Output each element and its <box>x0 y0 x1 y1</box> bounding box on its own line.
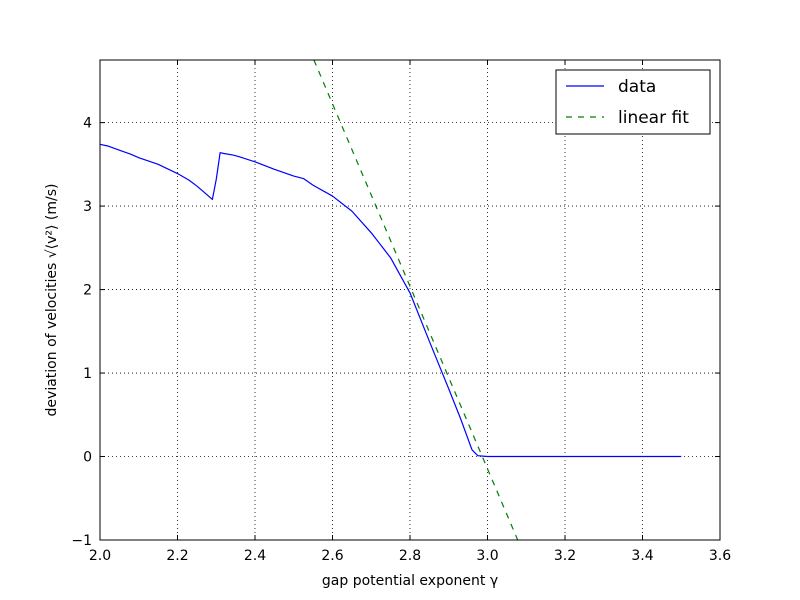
y-tick-label: 3 <box>83 199 92 215</box>
x-tick-label: 3.2 <box>554 548 576 564</box>
x-axis-label: gap potential exponent γ <box>322 573 498 589</box>
series-line-linear-fit <box>313 59 519 541</box>
x-tick-label: 2.8 <box>399 548 421 564</box>
legend-label-data: data <box>618 77 656 97</box>
y-tick-label: 4 <box>83 116 92 132</box>
y-tick-label: 2 <box>83 283 92 299</box>
tick-labels: 2.0 2.2 2.4 2.6 2.8 3.0 3.2 3.4 3.6 −1 0 1 2 3 4 <box>71 116 731 564</box>
y-tick-label: 1 <box>83 366 92 382</box>
x-tick-label: 2.4 <box>244 548 266 564</box>
x-tick-label: 2.0 <box>89 548 111 564</box>
y-axis-label: deviation of velocities √⟨v²⟩ (m/s) <box>44 184 60 417</box>
x-tick-label: 3.0 <box>476 548 498 564</box>
y-tick-label: −1 <box>71 533 92 549</box>
series-layer <box>99 59 682 541</box>
legend-label-linear-fit: linear fit <box>618 108 689 128</box>
series-line-data <box>99 143 682 458</box>
x-tick-label: 2.6 <box>321 548 343 564</box>
x-tick-label: 2.2 <box>166 548 188 564</box>
ticks <box>99 60 721 541</box>
x-tick-label: 3.4 <box>631 548 653 564</box>
x-tick-label: 3.6 <box>709 548 731 564</box>
legend-box <box>555 69 711 135</box>
y-tick-label: 0 <box>83 450 92 466</box>
legend: data linear fit <box>555 69 711 135</box>
